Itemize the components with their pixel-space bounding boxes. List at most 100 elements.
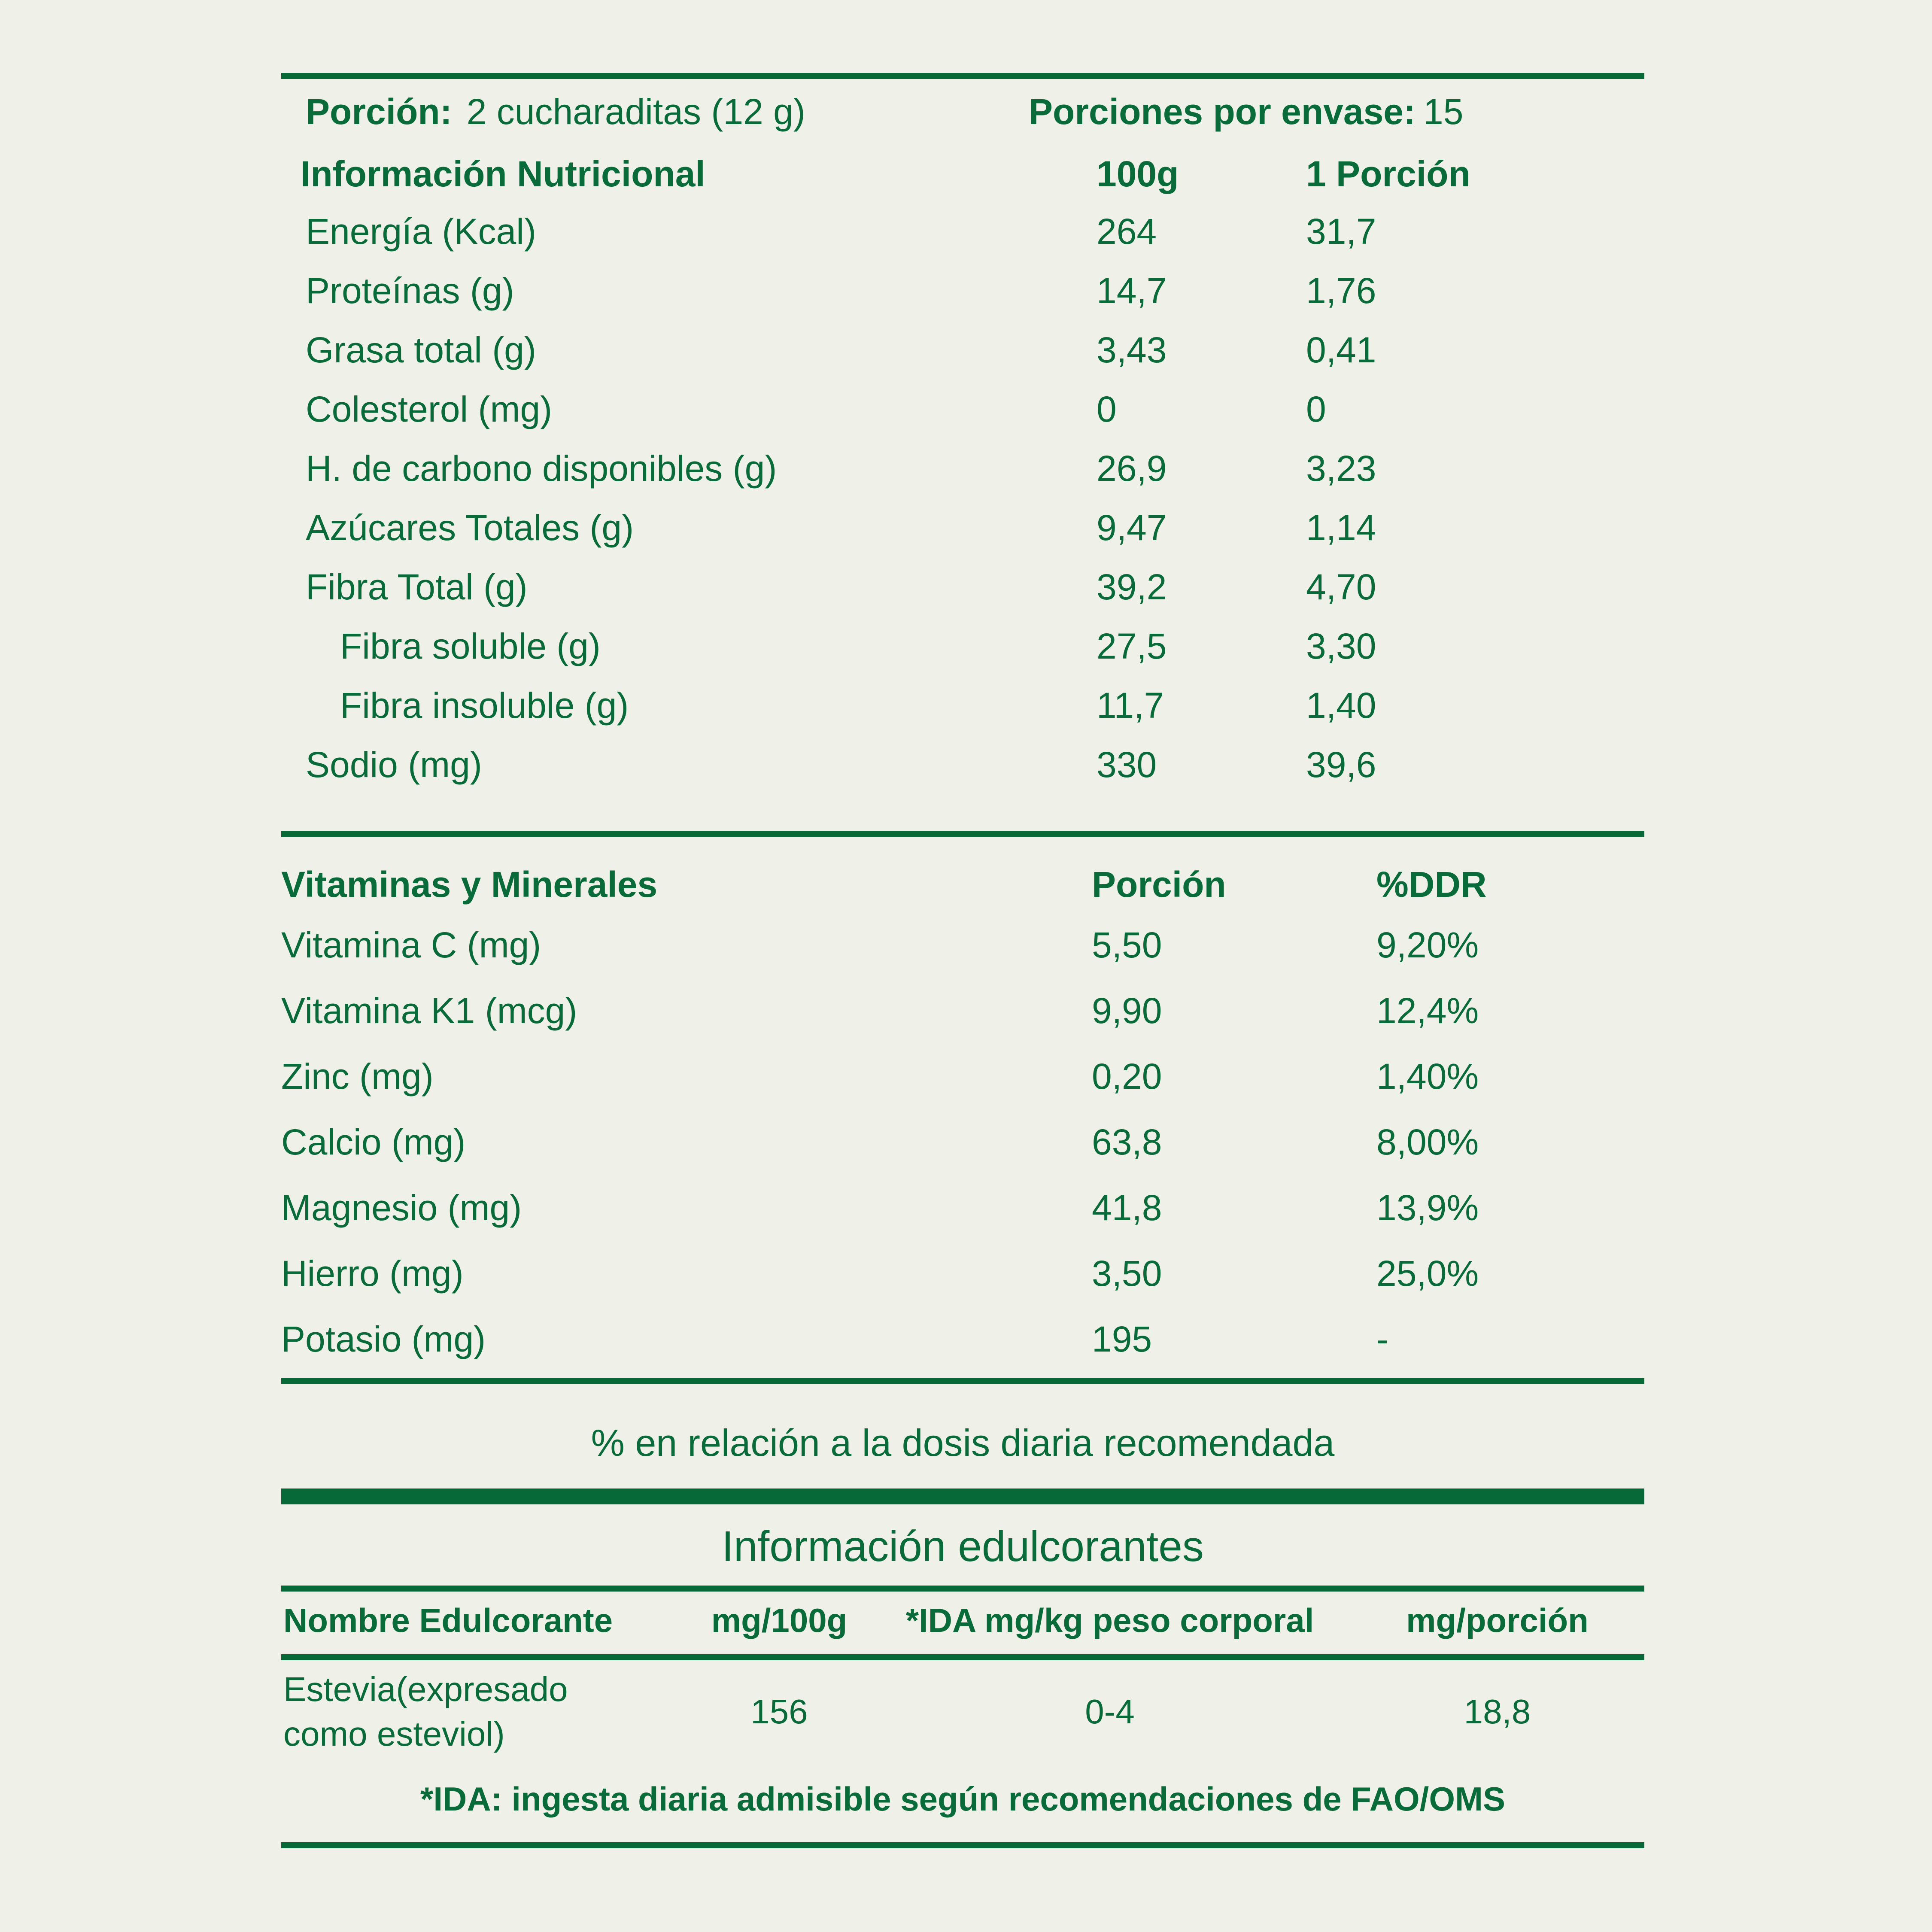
row-value-portion: 0 <box>1306 389 1326 429</box>
divider-top <box>281 73 1644 79</box>
divider-ddr-note <box>281 1378 1644 1384</box>
row-value-100g: 39,2 <box>1097 566 1167 607</box>
row-value-100g: 9,47 <box>1097 507 1167 548</box>
table-row: Calcio (mg) 63,8 8,00% <box>281 1109 1644 1175</box>
divider-sweeteners-title <box>281 1586 1644 1592</box>
table-row: Energía (Kcal) 264 31,7 <box>281 202 1644 261</box>
vitamins-table-title: Vitaminas y Minerales <box>281 864 658 905</box>
ida-footnote: *IDA: ingesta diaria admisible según rec… <box>420 1780 1505 1818</box>
col-header-1porcion: 1 Porción <box>1306 153 1470 194</box>
row-value-portion: 195 <box>1092 1319 1152 1359</box>
row-value-ddr: 13,9% <box>1376 1188 1479 1228</box>
row-label: Vitamina C (mg) <box>281 925 541 965</box>
table-row: Hierro (mg) 3,50 25,0% <box>281 1241 1644 1306</box>
row-label: Azúcares Totales (g) <box>306 507 634 548</box>
col-header-sweetener-name: Nombre Edulcorante <box>283 1601 613 1639</box>
row-value-portion: 1,14 <box>1306 507 1376 548</box>
row-label: Vitamina K1 (mcg) <box>281 990 577 1031</box>
row-value-portion: 1,76 <box>1306 270 1376 311</box>
row-value-portion: 3,50 <box>1092 1253 1162 1294</box>
row-label: Proteínas (g) <box>306 270 514 311</box>
serving-value: 2 cucharaditas (12 g) <box>466 91 805 132</box>
sweeteners-title: Información edulcorantes <box>722 1522 1204 1571</box>
table-row: H. de carbono disponibles (g) 26,9 3,23 <box>281 439 1644 498</box>
table-row: Vitamina C (mg) 5,50 9,20% <box>281 912 1644 978</box>
table-row: Grasa total (g) 3,43 0,41 <box>281 320 1644 380</box>
table-row: Magnesio (mg) 41,8 13,9% <box>281 1175 1644 1241</box>
row-value-portion: 5,50 <box>1092 925 1162 965</box>
table-row: Fibra Total (g) 39,2 4,70 <box>281 557 1644 617</box>
table-row: Zinc (mg) 0,20 1,40% <box>281 1044 1644 1109</box>
row-label: Fibra insoluble (g) <box>340 685 629 726</box>
col-header-ddr: %DDR <box>1376 864 1487 905</box>
nutrition-table-title: Información Nutricional <box>301 153 705 194</box>
row-value-100g: 3,43 <box>1097 329 1167 370</box>
row-value-portion: 0,41 <box>1306 329 1376 370</box>
row-label: Sodio (mg) <box>306 744 482 785</box>
row-value-portion: 31,7 <box>1306 211 1376 252</box>
col-header-ida: *IDA mg/kg peso corporal <box>905 1601 1314 1639</box>
sweetener-row: Estevia(expresado como esteviol) 156 0-4… <box>281 1660 1644 1763</box>
col-header-mg100g: mg/100g <box>711 1601 848 1639</box>
row-value-portion: 3,30 <box>1306 626 1376 666</box>
row-value-ddr: 9,20% <box>1376 925 1479 965</box>
row-value-100g: 11,7 <box>1097 685 1164 726</box>
row-value-portion: 4,70 <box>1306 566 1376 607</box>
divider-bottom <box>281 1842 1644 1848</box>
row-value-100g: 264 <box>1097 211 1157 252</box>
row-value-portion: 63,8 <box>1092 1122 1162 1162</box>
servings-per-container-label: Porciones por envase: <box>1029 91 1416 132</box>
row-value-portion: 3,23 <box>1306 448 1376 489</box>
vitamins-table-header: Vitaminas y Minerales Porción %DDR <box>281 857 1644 912</box>
row-value-ddr: 1,40% <box>1376 1056 1479 1097</box>
row-value-100g: 27,5 <box>1097 626 1167 666</box>
servings-per-container-value: 15 <box>1423 91 1464 132</box>
row-label: Hierro (mg) <box>281 1253 464 1294</box>
row-value-100g: 26,9 <box>1097 448 1167 489</box>
sweeteners-table-header: Nombre Edulcorante mg/100g *IDA mg/kg pe… <box>281 1595 1644 1646</box>
row-label: Fibra Total (g) <box>306 566 528 607</box>
label-content: Porción: 2 cucharaditas (12 g) Porciones… <box>281 0 1644 1848</box>
row-value-portion: 1,40 <box>1306 685 1376 726</box>
row-value-100g: 0 <box>1097 389 1117 429</box>
row-label: Grasa total (g) <box>306 329 536 370</box>
row-value-portion: 0,20 <box>1092 1056 1162 1097</box>
table-row: Proteínas (g) 14,7 1,76 <box>281 261 1644 320</box>
row-value-100g: 14,7 <box>1097 270 1167 311</box>
row-label: Zinc (mg) <box>281 1056 434 1097</box>
row-label: Magnesio (mg) <box>281 1188 522 1228</box>
divider-sweeteners-header <box>281 1654 1644 1660</box>
row-value-ddr: - <box>1376 1319 1388 1359</box>
sweetener-ida: 0-4 <box>1085 1692 1135 1731</box>
serving-row: Porción: 2 cucharaditas (12 g) Porciones… <box>281 82 1644 142</box>
table-row: Fibra soluble (g) 27,5 3,30 <box>281 617 1644 676</box>
row-label: H. de carbono disponibles (g) <box>306 448 777 489</box>
col-header-mgporcion: mg/porción <box>1406 1601 1589 1639</box>
table-row: Azúcares Totales (g) 9,47 1,14 <box>281 498 1644 557</box>
table-row: Sodio (mg) 330 39,6 <box>281 735 1644 794</box>
row-value-portion: 9,90 <box>1092 990 1162 1031</box>
ddr-note: % en relación a la dosis diaria recomend… <box>591 1422 1335 1464</box>
table-row: Potasio (mg) 195 - <box>281 1306 1644 1372</box>
sweetener-name: Estevia(expresado como esteviol) <box>283 1670 568 1753</box>
thick-bar <box>281 1488 1644 1504</box>
sweetener-mg100g: 156 <box>750 1692 808 1731</box>
row-label: Calcio (mg) <box>281 1122 466 1162</box>
row-label: Potasio (mg) <box>281 1319 486 1359</box>
row-value-100g: 330 <box>1097 744 1157 785</box>
serving-label: Porción: <box>306 91 452 132</box>
row-value-portion: 39,6 <box>1306 744 1376 785</box>
sweetener-mgporcion: 18,8 <box>1464 1692 1531 1731</box>
row-value-ddr: 12,4% <box>1376 990 1479 1031</box>
row-value-ddr: 8,00% <box>1376 1122 1479 1162</box>
row-value-portion: 41,8 <box>1092 1188 1162 1228</box>
row-value-ddr: 25,0% <box>1376 1253 1479 1294</box>
col-header-porcion: Porción <box>1092 864 1226 905</box>
col-header-100g: 100g <box>1097 153 1179 194</box>
table-row: Vitamina K1 (mcg) 9,90 12,4% <box>281 978 1644 1044</box>
nutrition-table-header: Información Nutricional 100g 1 Porción <box>281 146 1644 202</box>
row-label: Colesterol (mg) <box>306 389 553 429</box>
table-row: Colesterol (mg) 0 0 <box>281 380 1644 439</box>
table-row: Fibra insoluble (g) 11,7 1,40 <box>281 676 1644 735</box>
